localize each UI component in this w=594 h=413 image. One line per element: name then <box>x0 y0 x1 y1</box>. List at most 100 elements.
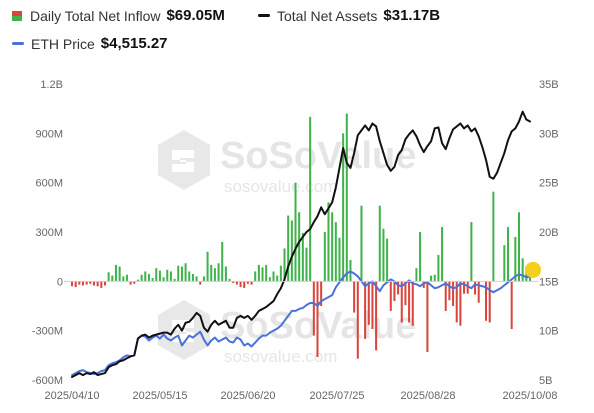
latest-point-marker[interactable] <box>525 261 541 278</box>
inflow-bar <box>224 266 227 282</box>
inflow-bar <box>309 116 312 282</box>
inflow-bar <box>89 281 92 284</box>
inflow-bar <box>360 205 363 282</box>
inflow-bar <box>246 281 249 284</box>
inflow-bar <box>437 255 440 282</box>
inflow-bar <box>327 202 330 282</box>
y-left-tick-label: 600M <box>35 178 63 190</box>
inflow-bar <box>213 268 216 282</box>
inflow-bar <box>426 281 429 353</box>
inflow-bar <box>474 281 477 295</box>
y-left-tick-label: -600M <box>32 375 63 387</box>
inflow-bar-swatch-icon <box>12 10 22 21</box>
inflow-bar <box>107 272 110 282</box>
inflow-bar <box>492 191 495 282</box>
y-right-tick-label: 20B <box>539 227 559 239</box>
inflow-bar <box>239 281 242 288</box>
legend-assets-label: Total Net Assets <box>277 7 378 24</box>
inflow-bar <box>375 281 378 351</box>
inflow-bar <box>136 279 139 282</box>
inflow-bar <box>232 281 235 283</box>
inflow-bar <box>184 263 187 282</box>
chart-legend: Daily Total Net Inflow $69.05M Total Net… <box>0 0 594 62</box>
y-right-tick-label: 35B <box>539 79 559 91</box>
watermark-url: sosovalue.com <box>224 177 337 196</box>
inflow-bar <box>400 281 403 323</box>
inflow-bar <box>452 281 455 306</box>
inflow-bar <box>294 182 297 282</box>
inflow-bar <box>147 273 150 282</box>
y-right-tick-label: 30B <box>539 128 559 140</box>
inflow-bar <box>408 281 411 323</box>
price-line-swatch-icon <box>12 42 24 45</box>
x-tick-label: 2025/07/25 <box>309 390 364 402</box>
inflow-bar <box>477 281 480 303</box>
inflow-bar <box>228 278 231 282</box>
inflow-bar <box>202 276 205 282</box>
inflow-bar <box>444 281 447 311</box>
inflow-bar <box>514 236 517 282</box>
inflow-bar <box>334 222 337 282</box>
inflow-bar <box>331 212 334 282</box>
legend-item-price[interactable]: ETH Price $4,515.27 <box>12 35 168 52</box>
inflow-bar <box>188 271 191 282</box>
legend-assets-value: $31.17B <box>383 7 441 24</box>
inflow-bar <box>290 220 293 282</box>
inflow-bar <box>235 281 238 285</box>
y-right-tick-label: 15B <box>539 276 559 288</box>
inflow-bar <box>279 265 282 282</box>
inflow-bar <box>100 281 103 288</box>
inflow-bar <box>122 276 125 282</box>
legend-price-label: ETH Price <box>31 35 95 52</box>
inflow-bar <box>415 268 418 282</box>
inflow-bar <box>411 281 414 326</box>
inflow-bar <box>455 281 458 323</box>
y-left-tick-label: -300M <box>32 326 63 338</box>
inflow-bar <box>518 212 521 282</box>
legend-item-assets[interactable]: Total Net Assets $31.17B <box>258 7 440 24</box>
inflow-bar <box>422 281 425 288</box>
inflow-bar <box>419 232 422 282</box>
inflow-bar <box>301 232 304 282</box>
inflow-bar <box>133 281 136 284</box>
inflow-bar <box>356 281 359 359</box>
inflow-bar <box>353 281 356 313</box>
inflow-bar <box>316 281 319 357</box>
inflow-bar <box>378 205 381 282</box>
inflow-bar <box>254 271 257 282</box>
inflow-bar <box>158 270 161 282</box>
inflow-bar <box>367 281 370 325</box>
inflow-bar <box>430 275 433 282</box>
inflow-bar <box>441 227 444 282</box>
legend-item-inflow[interactable]: Daily Total Net Inflow $69.05M <box>12 7 225 24</box>
legend-inflow-value: $69.05M <box>166 7 225 24</box>
inflow-bar <box>305 247 308 282</box>
y-left-tick-label: 1.2B <box>40 79 63 91</box>
y-left-tick-label: 900M <box>35 128 63 140</box>
inflow-bar <box>151 278 154 282</box>
chart-axes: 1.2B 900M 600M 300M 0 -300M -600M 35B 30B 25B 20B 1… <box>32 79 559 402</box>
inflow-bar <box>283 248 286 282</box>
inflow-bar <box>485 281 488 321</box>
inflow-bar <box>320 281 323 306</box>
inflow-bar <box>144 271 147 282</box>
inflow-bar <box>125 274 128 282</box>
inflow-bar <box>345 113 348 282</box>
inflow-bar <box>177 265 180 282</box>
inflow-bar <box>103 281 106 286</box>
x-tick-label: 2025/06/20 <box>220 390 275 402</box>
inflow-bar <box>393 281 396 302</box>
inflow-bar <box>169 271 172 282</box>
inflow-bar <box>404 281 407 306</box>
x-tick-label: 2025/10/08 <box>502 390 557 402</box>
inflow-bar <box>111 275 114 282</box>
inflow-bar <box>140 274 143 282</box>
inflow-bar <box>463 281 466 294</box>
y-right-tick-label: 25B <box>539 178 559 190</box>
inflow-bar <box>397 281 400 295</box>
inflow-bar <box>488 281 491 323</box>
inflow-bar <box>243 281 246 288</box>
